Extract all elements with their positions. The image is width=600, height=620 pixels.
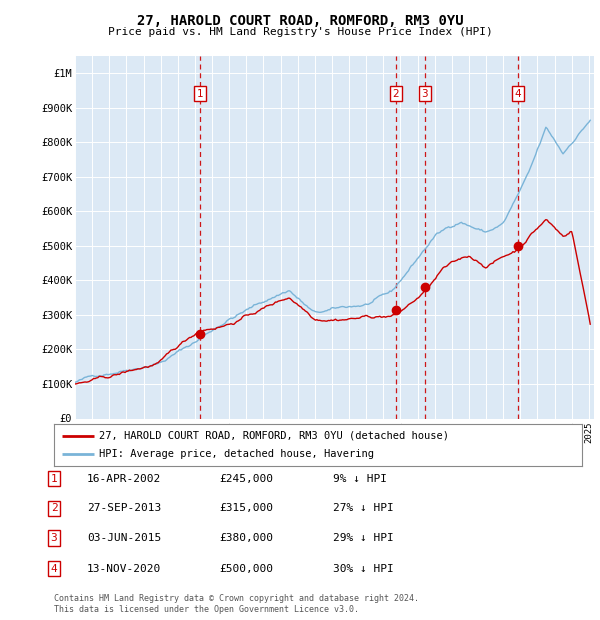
Text: 4: 4 bbox=[515, 89, 521, 99]
Text: 1: 1 bbox=[50, 474, 58, 484]
Text: This data is licensed under the Open Government Licence v3.0.: This data is licensed under the Open Gov… bbox=[54, 604, 359, 614]
Text: 2: 2 bbox=[392, 89, 400, 99]
Text: 3: 3 bbox=[50, 533, 58, 543]
Text: 27% ↓ HPI: 27% ↓ HPI bbox=[333, 503, 394, 513]
Text: 27-SEP-2013: 27-SEP-2013 bbox=[87, 503, 161, 513]
Text: £380,000: £380,000 bbox=[219, 533, 273, 543]
Text: 4: 4 bbox=[50, 564, 58, 574]
Text: 03-JUN-2015: 03-JUN-2015 bbox=[87, 533, 161, 543]
Text: 13-NOV-2020: 13-NOV-2020 bbox=[87, 564, 161, 574]
Text: Price paid vs. HM Land Registry's House Price Index (HPI): Price paid vs. HM Land Registry's House … bbox=[107, 27, 493, 37]
Text: 9% ↓ HPI: 9% ↓ HPI bbox=[333, 474, 387, 484]
Text: Contains HM Land Registry data © Crown copyright and database right 2024.: Contains HM Land Registry data © Crown c… bbox=[54, 593, 419, 603]
Text: 27, HAROLD COURT ROAD, ROMFORD, RM3 0YU (detached house): 27, HAROLD COURT ROAD, ROMFORD, RM3 0YU … bbox=[99, 431, 449, 441]
Text: 3: 3 bbox=[421, 89, 428, 99]
Text: 30% ↓ HPI: 30% ↓ HPI bbox=[333, 564, 394, 574]
Text: £500,000: £500,000 bbox=[219, 564, 273, 574]
Text: HPI: Average price, detached house, Havering: HPI: Average price, detached house, Have… bbox=[99, 450, 374, 459]
Text: 16-APR-2002: 16-APR-2002 bbox=[87, 474, 161, 484]
Text: 27, HAROLD COURT ROAD, ROMFORD, RM3 0YU: 27, HAROLD COURT ROAD, ROMFORD, RM3 0YU bbox=[137, 14, 463, 28]
Text: £315,000: £315,000 bbox=[219, 503, 273, 513]
Text: £245,000: £245,000 bbox=[219, 474, 273, 484]
Text: 1: 1 bbox=[197, 89, 203, 99]
Text: 29% ↓ HPI: 29% ↓ HPI bbox=[333, 533, 394, 543]
Text: 2: 2 bbox=[50, 503, 58, 513]
